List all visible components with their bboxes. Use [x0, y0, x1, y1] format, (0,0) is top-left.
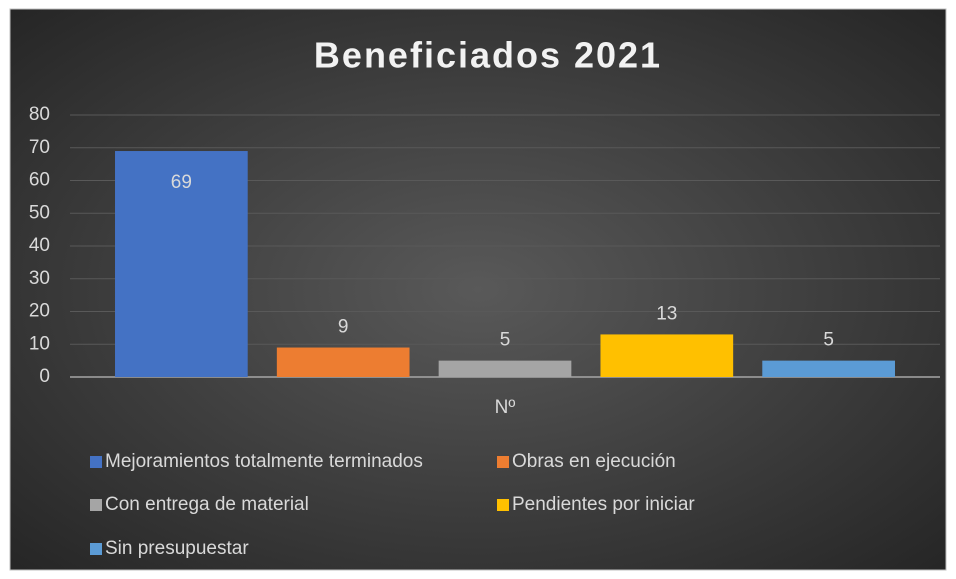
y-tick-label: 80 [29, 104, 50, 125]
y-tick-label: 40 [29, 235, 50, 256]
y-tick-label: 20 [29, 301, 50, 322]
bar [115, 151, 248, 377]
legend-swatch [497, 456, 509, 468]
bar [600, 334, 734, 377]
x-tick-label: Nº [495, 397, 516, 418]
legend-label: Mejoramientos totalmente terminados [105, 451, 423, 472]
data-label: 69 [171, 172, 192, 193]
bar [762, 360, 895, 377]
data-label: 13 [656, 303, 677, 324]
legend-label: Con entrega de material [105, 494, 309, 515]
y-tick-label: 50 [29, 202, 50, 223]
legend-swatch [90, 456, 102, 468]
y-tick-label: 0 [39, 366, 50, 387]
data-label: 5 [500, 330, 511, 351]
data-label: 9 [338, 317, 349, 338]
y-tick-label: 10 [29, 333, 50, 354]
bar [438, 360, 572, 377]
legend-swatch [90, 499, 102, 511]
y-tick-label: 60 [29, 170, 50, 191]
legend-swatch [497, 499, 509, 511]
bar [276, 347, 410, 377]
legend-label: Obras en ejecución [512, 451, 676, 472]
legend-label: Sin presupuestar [105, 538, 249, 559]
legend-label: Pendientes por iniciar [512, 494, 695, 515]
data-label: 5 [823, 330, 834, 351]
y-tick-label: 30 [29, 268, 50, 289]
y-tick-label: 70 [29, 137, 50, 158]
legend-swatch [90, 543, 102, 555]
chart-title: Beneficiados 2021 [314, 35, 662, 76]
